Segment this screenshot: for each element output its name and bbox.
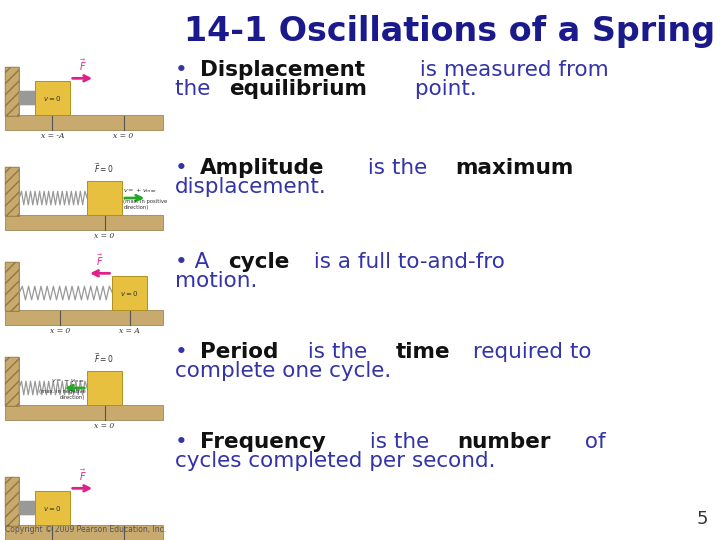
- Text: $\vec{F}=0$: $\vec{F}=0$: [94, 351, 114, 365]
- Text: $\vec{F}$: $\vec{F}$: [78, 57, 86, 73]
- Text: cycle: cycle: [228, 252, 289, 272]
- Bar: [5, 357, 19, 406]
- Bar: [5, 215, 163, 230]
- Text: x = 0: x = 0: [50, 327, 71, 335]
- Text: is measured from: is measured from: [413, 60, 609, 80]
- Text: required to: required to: [467, 342, 592, 362]
- Text: •: •: [175, 342, 194, 362]
- Text: is the: is the: [363, 432, 436, 452]
- Bar: [5, 477, 19, 526]
- Text: Copyright © 2009 Pearson Education, Inc.: Copyright © 2009 Pearson Education, Inc.: [5, 525, 166, 534]
- Text: Period: Period: [200, 342, 279, 362]
- Text: Displacement: Displacement: [200, 60, 365, 80]
- Text: complete one cycle.: complete one cycle.: [175, 361, 391, 381]
- Text: x = -A: x = -A: [40, 132, 64, 140]
- Bar: [5, 477, 19, 526]
- Text: is the: is the: [302, 342, 374, 362]
- Text: x = 0: x = 0: [113, 132, 134, 140]
- Bar: [87, 181, 122, 215]
- Bar: [5, 525, 163, 540]
- Text: time: time: [396, 342, 451, 362]
- Text: cycles completed per second.: cycles completed per second.: [175, 451, 495, 471]
- Text: $v=-v_{max}$: $v=-v_{max}$: [51, 377, 86, 386]
- Bar: [35, 491, 70, 525]
- Text: •: •: [175, 432, 194, 452]
- Text: x = 0: x = 0: [94, 232, 114, 240]
- Bar: [5, 167, 19, 216]
- Bar: [5, 167, 19, 216]
- Bar: [5, 262, 19, 311]
- Text: 14-1 Oscillations of a Spring: 14-1 Oscillations of a Spring: [184, 15, 716, 48]
- Text: •: •: [175, 158, 194, 178]
- Bar: [5, 262, 19, 311]
- Text: x = 0: x = 0: [94, 422, 114, 430]
- Text: x = A: x = A: [120, 327, 140, 335]
- Bar: [87, 371, 122, 405]
- Text: equilibrium: equilibrium: [230, 79, 367, 99]
- Bar: [5, 310, 163, 325]
- Text: point.: point.: [408, 79, 477, 99]
- Text: $v=0$: $v=0$: [120, 288, 139, 298]
- Bar: [35, 81, 70, 115]
- Text: $v=0$: $v=0$: [43, 503, 62, 512]
- Text: Amplitude: Amplitude: [200, 158, 325, 178]
- Bar: [112, 276, 147, 310]
- Text: displacement.: displacement.: [175, 177, 327, 197]
- Text: 5: 5: [696, 510, 708, 528]
- Bar: [5, 67, 19, 116]
- Bar: [5, 405, 163, 420]
- Bar: [5, 115, 163, 130]
- Text: $v=0$: $v=0$: [43, 93, 62, 103]
- Text: $\vec{F}$: $\vec{F}$: [96, 253, 104, 268]
- Text: of: of: [577, 432, 606, 452]
- Bar: [5, 67, 19, 116]
- Text: •: •: [175, 60, 194, 80]
- Text: the: the: [175, 79, 217, 99]
- Text: $\vec{F}=0$: $\vec{F}=0$: [94, 161, 114, 175]
- Text: • A: • A: [175, 252, 216, 272]
- Text: $\vec{F}$: $\vec{F}$: [78, 468, 86, 483]
- Text: Frequency: Frequency: [200, 432, 326, 452]
- Text: $v=+v_{max}$: $v=+v_{max}$: [124, 186, 158, 195]
- Bar: [5, 357, 19, 406]
- Text: (max. in negative
direction): (max. in negative direction): [39, 389, 86, 400]
- Text: number: number: [457, 432, 550, 452]
- Text: maximum: maximum: [455, 158, 574, 178]
- Text: motion.: motion.: [175, 271, 257, 291]
- Text: is the: is the: [361, 158, 434, 178]
- Text: (max. in positive
direction): (max. in positive direction): [124, 199, 168, 210]
- Text: is a full to-and-fro: is a full to-and-fro: [307, 252, 505, 272]
